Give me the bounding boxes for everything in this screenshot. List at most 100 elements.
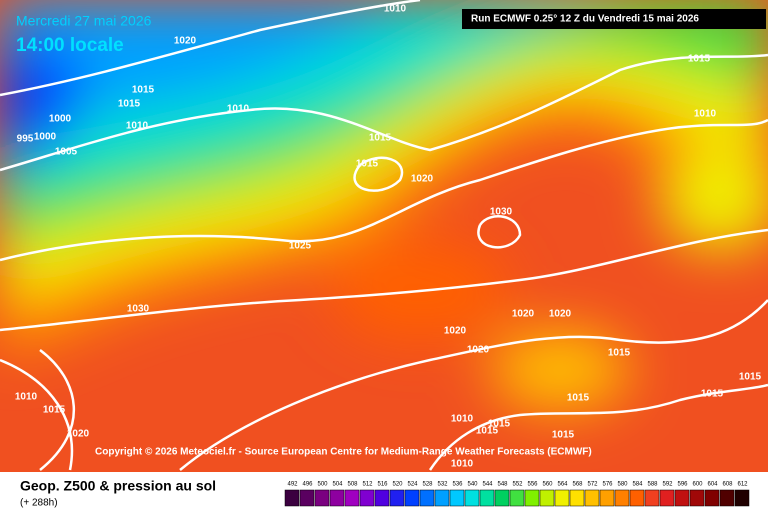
color-swatch [644,489,660,507]
color-swatch [404,489,420,507]
legend-title: Geop. Z500 & pression au sol [20,478,216,494]
z500-field [0,0,768,472]
scale-label: 588 [647,482,658,488]
scale-label: 512 [362,482,373,488]
color-swatch [524,489,540,507]
scale-label: 548 [497,482,508,488]
isobar-label: 1015 [356,159,379,170]
scale-label: 496 [302,482,313,488]
scale-label: 608 [722,482,733,488]
color-swatch [704,489,720,507]
isobar-label: 1015 [608,348,631,359]
color-swatch [314,489,330,507]
scale-label: 492 [287,482,298,488]
scale-label: 564 [557,482,568,488]
isobar-label: 1000 [34,132,57,143]
isobar-label: 1030 [127,304,150,315]
copyright: Copyright © 2026 Meteociel.fr - Source E… [95,447,592,458]
isobar-label: 1015 [739,372,762,383]
color-swatch [344,489,360,507]
color-swatch [599,489,615,507]
color-swatch [299,489,315,507]
color-swatch [449,489,465,507]
forecast-date: Mercredi 27 mai 2026 [16,13,152,29]
color-swatch [584,489,600,507]
isobar-label: 995 [17,134,34,145]
isobar-label: 1020 [411,174,434,185]
scale-label: 508 [347,482,358,488]
isobar-label: 1015 [43,405,66,416]
scale-label: 540 [467,482,478,488]
color-swatch [554,489,570,507]
isobar-label: 1020 [512,309,535,320]
scale-label: 592 [662,482,673,488]
color-swatch [629,489,645,507]
color-swatch [464,489,480,507]
isobar-label: 1015 [567,393,590,404]
scale-label: 552 [512,482,523,488]
isobar-label: 1010 [451,414,474,425]
color-swatch [374,489,390,507]
run-info: Run ECMWF 0.25° 12 Z du Vendredi 15 mai … [471,14,699,25]
scale-label: 576 [602,482,613,488]
isobar-label: 1010 [227,104,250,115]
isobar-label: 1020 [444,326,467,337]
isobars [0,0,768,471]
isobar-label: 1015 [688,54,711,65]
scale-label: 524 [407,482,418,488]
scale-label: 536 [452,482,463,488]
color-scale: 492 496 500 504 508 512 516 520 524 528 532 536 540 5… [284,482,750,507]
scale-label: 528 [422,482,433,488]
scale-label: 572 [587,482,598,488]
isobar-label: 1010 [694,109,717,120]
scale-label: 532 [437,482,448,488]
scale-label: 560 [542,482,553,488]
color-swatch [359,489,375,507]
isobar-label: 1015 [476,426,499,437]
isobar-label: 1010 [15,392,38,403]
isobar-label: 1015 [552,430,575,441]
lead-time: (+ 288h) [20,498,58,509]
color-swatch [659,489,675,507]
isobar-label: 1025 [289,241,312,252]
color-swatch [734,489,750,507]
isobar-label: 1010 [384,4,407,15]
color-swatch [539,489,555,507]
isobar-label: 1015 [132,85,155,96]
scale-label: 520 [392,482,403,488]
forecast-time: 14:00 locale [16,35,124,56]
scale-label: 544 [482,482,493,488]
isobar-label: 1030 [490,207,513,218]
scale-label: 612 [737,482,748,488]
scale-label: 556 [527,482,538,488]
color-swatch [419,489,435,507]
color-swatch [674,489,690,507]
isobar-label: 1010 [451,459,474,470]
scale-label: 516 [377,482,388,488]
scale-label: 584 [632,482,643,488]
isobar-label: 1015 [701,389,724,400]
isobar-label: 1000 [49,114,72,125]
scale-label: 500 [317,482,328,488]
color-swatch [689,489,705,507]
color-swatch [569,489,585,507]
color-swatch [494,489,510,507]
isobar-label: 1020 [467,345,490,356]
run-box [462,9,766,29]
isobar-label: 1010 [126,121,149,132]
color-swatch [509,489,525,507]
isobar-label: 1015 [369,133,392,144]
color-swatch [719,489,735,507]
scale-label: 600 [692,482,703,488]
color-swatch [389,489,405,507]
scale-label: 504 [332,482,343,488]
color-swatch [614,489,630,507]
color-swatch [479,489,495,507]
color-swatch [329,489,345,507]
isobar-label: 1020 [174,36,197,47]
isobar-label: 1005 [55,147,78,158]
scale-label: 580 [617,482,628,488]
color-swatch [284,489,300,507]
